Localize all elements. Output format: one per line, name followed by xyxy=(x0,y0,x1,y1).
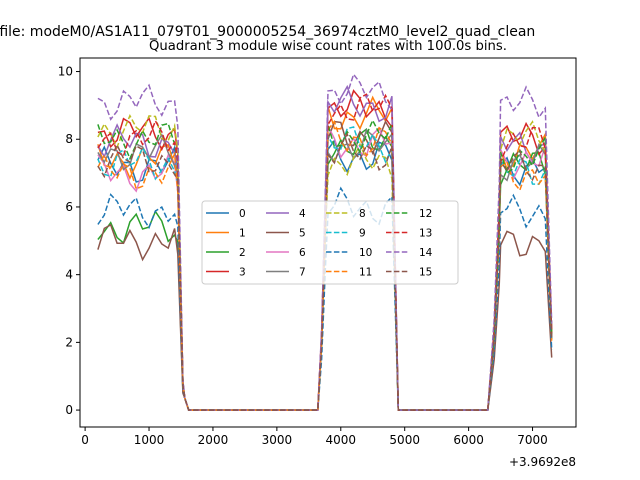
y-tick-label: 2 xyxy=(65,335,73,349)
legend-label-13: 13 xyxy=(419,228,432,240)
y-axis-ticks: 0 2 4 6 8 10 xyxy=(58,65,80,417)
legend-label-5: 5 xyxy=(299,228,306,240)
legend-box xyxy=(201,200,459,285)
x-axis-ticks: 0 1000 2000 3000 4000 5000 6000 7000 xyxy=(81,427,548,447)
legend-label-15: 15 xyxy=(419,267,432,279)
x-tick-label: 4000 xyxy=(326,433,357,447)
y-tick-label: 6 xyxy=(65,200,73,214)
x-tick-label: 6000 xyxy=(453,433,484,447)
series-line-8 xyxy=(97,113,553,411)
axes-frame xyxy=(79,57,577,428)
series-line-5 xyxy=(97,119,553,411)
figure-suptitle: n file: modeM0/AS1A11_079T01_9000005254_… xyxy=(0,24,535,40)
legend-label-8: 8 xyxy=(359,208,366,220)
series-layer xyxy=(97,72,553,411)
x-tick-label: 7000 xyxy=(517,433,548,447)
series-line-13 xyxy=(97,93,553,411)
legend-label-11: 11 xyxy=(359,267,372,279)
series-line-15 xyxy=(97,132,553,411)
series-line-14 xyxy=(97,72,553,411)
x-tick-label: 2000 xyxy=(198,433,229,447)
y-tick-label: 10 xyxy=(58,65,73,79)
legend-label-0: 0 xyxy=(239,208,246,220)
legend-label-14: 14 xyxy=(419,247,433,259)
legend-label-6: 6 xyxy=(299,247,306,259)
y-tick-label: 0 xyxy=(65,403,73,417)
legend-label-12: 12 xyxy=(419,208,432,220)
x-tick-label: 0 xyxy=(81,433,89,447)
x-tick-label: 3000 xyxy=(262,433,293,447)
x-tick-label: 1000 xyxy=(134,433,165,447)
x-tick-label: 5000 xyxy=(389,433,420,447)
chart-title: Quadrant 3 module wise count rates with … xyxy=(149,39,507,54)
legend-label-7: 7 xyxy=(299,267,306,279)
x-axis-offset-label: +3.9692e8 xyxy=(509,455,576,469)
series-line-10 xyxy=(97,186,553,411)
legend-label-1: 1 xyxy=(239,228,246,240)
legend-label-9: 9 xyxy=(359,228,366,240)
legend-label-10: 10 xyxy=(359,247,372,259)
series-line-11 xyxy=(97,120,553,411)
legend-label-2: 2 xyxy=(239,247,246,259)
legend-label-3: 3 xyxy=(239,267,246,279)
y-tick-label: 4 xyxy=(65,268,73,282)
legend-label-4: 4 xyxy=(299,208,306,220)
y-tick-label: 8 xyxy=(65,132,73,146)
